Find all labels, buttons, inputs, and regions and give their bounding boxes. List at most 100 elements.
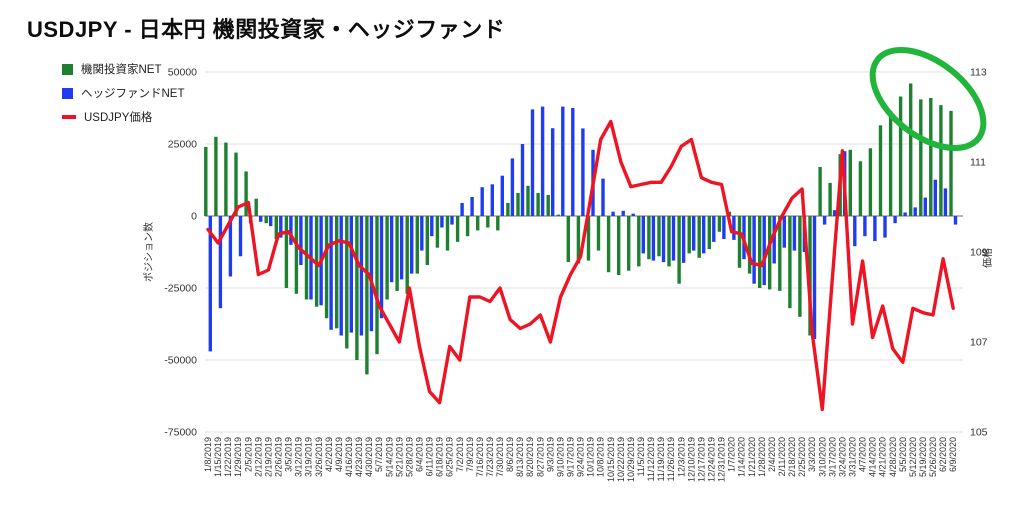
institutional-net-bars	[204, 83, 953, 375]
date-label: 7/23/2019	[485, 437, 495, 477]
date-label: 3/31/2020	[847, 437, 857, 477]
date-label: 6/4/2019	[414, 437, 424, 472]
date-label: 8/27/2019	[535, 437, 545, 477]
date-label: 9/17/2019	[566, 437, 576, 477]
legend-label: USDJPY価格	[84, 112, 153, 124]
legend-item-institutional: 機関投資家NET	[62, 62, 185, 76]
date-label: 11/26/2019	[666, 437, 676, 481]
date-label: 2/11/2020	[777, 437, 787, 476]
left-axis-title: ポジション数	[142, 222, 155, 282]
right-axis-tick: 107	[970, 337, 988, 349]
highlight-ellipse-annotation	[869, 46, 987, 152]
left-axis-tick: -50000	[164, 355, 197, 367]
date-label: 9/24/2019	[576, 437, 586, 477]
date-label: 8/13/2019	[515, 437, 525, 477]
left-axis-tick: 25000	[168, 139, 197, 151]
date-label: 4/16/2019	[344, 437, 354, 477]
date-label: 5/26/2020	[928, 437, 938, 477]
date-label: 12/31/2019	[717, 437, 727, 482]
date-label: 11/19/2019	[656, 437, 666, 481]
date-label: 6/9/2020	[948, 437, 958, 472]
legend-item-hedgefund: ヘッジファンドNET	[62, 86, 185, 100]
date-label: 1/28/2020	[757, 437, 767, 477]
date-label: 5/21/2019	[394, 437, 404, 477]
usdjpy-price-dash-icon	[62, 115, 76, 119]
date-label: 7/9/2019	[465, 437, 475, 472]
date-label: 3/24/2020	[837, 437, 847, 477]
date-label: 3/12/2019	[294, 437, 304, 477]
date-label: 2/4/2020	[767, 437, 777, 472]
right-axis-title: 価格	[981, 248, 994, 268]
date-label: 6/2/2020	[938, 437, 948, 472]
date-label: 2/26/2019	[273, 437, 283, 477]
right-axis-tick: 105	[970, 427, 988, 439]
date-label: 7/2/2019	[455, 437, 465, 472]
date-label: 10/29/2019	[626, 437, 636, 482]
date-label: 12/10/2019	[686, 437, 696, 482]
legend-item-price: USDJPY価格	[62, 110, 185, 124]
hedgefund-net-swatch-icon	[62, 87, 73, 99]
date-label: 5/14/2019	[384, 437, 394, 477]
legend-label: 機関投資家NET	[81, 64, 162, 76]
gridlines: 50000 25000 0 -25000 -50000 -75000 113 111 109 10…	[164, 67, 987, 439]
date-label: 10/22/2019	[616, 437, 626, 482]
date-label: 1/15/2019	[213, 437, 223, 477]
left-axis-tick: -25000	[164, 283, 197, 295]
institutional-net-swatch-icon	[62, 63, 73, 75]
date-label: 3/3/2020	[807, 437, 817, 472]
date-label: 4/9/2019	[334, 437, 344, 472]
date-label: 3/26/2019	[314, 437, 324, 477]
date-label: 12/24/2019	[707, 437, 717, 482]
date-label: 10/8/2019	[596, 437, 606, 477]
right-axis-tick: 109	[970, 247, 988, 259]
left-axis-tick: 0	[191, 211, 197, 223]
usdjpy-price-line	[206, 119, 955, 412]
date-label: 10/1/2019	[586, 437, 596, 477]
date-label: 1/8/2019	[203, 437, 213, 472]
date-label: 2/12/2019	[253, 437, 263, 477]
date-label: 6/11/2019	[425, 437, 435, 476]
date-label: 2/19/2019	[263, 437, 273, 477]
right-axis-tick: 111	[970, 157, 986, 169]
date-label: 3/19/2019	[304, 437, 314, 477]
date-label: 2/25/2020	[797, 437, 807, 477]
page-title: USDJPY - 日本円 機関投資家・ヘッジファンド	[27, 17, 506, 42]
date-label: 2/18/2020	[787, 437, 797, 477]
x-axis-date-labels: 1/8/2019 1/15/2019 1/22/2019 1/29/2019 2/5/2…	[203, 437, 958, 482]
legend: 機関投資家NET ヘッジファンドNET USDJPY価格	[62, 62, 185, 134]
date-label: 1/29/2019	[233, 437, 243, 477]
date-label: 6/18/2019	[435, 437, 445, 477]
date-label: 1/21/2020	[747, 437, 757, 477]
date-label: 3/17/2020	[827, 437, 837, 477]
date-label: 11/5/2019	[636, 437, 646, 476]
date-label: 3/10/2020	[817, 437, 827, 477]
date-label: 8/20/2019	[525, 437, 535, 477]
date-label: 2/5/2019	[243, 437, 253, 472]
date-label: 4/14/2020	[868, 437, 878, 477]
date-label: 5/12/2020	[908, 437, 918, 477]
date-label: 12/3/2019	[676, 437, 686, 477]
date-label: 4/2/2019	[324, 437, 334, 472]
date-label: 1/22/2019	[223, 437, 233, 477]
date-label: 4/23/2019	[354, 437, 364, 477]
date-label: 6/25/2019	[445, 437, 455, 477]
date-label: 7/16/2019	[475, 437, 485, 477]
date-label: 12/17/2019	[696, 437, 706, 482]
date-label: 7/30/2019	[495, 437, 505, 477]
date-label: 3/5/2019	[284, 437, 294, 472]
date-label: 9/10/2019	[555, 437, 565, 477]
hedgefund-net-bars	[208, 106, 958, 352]
date-label: 4/30/2019	[364, 437, 374, 477]
date-label: 8/6/2019	[505, 437, 515, 472]
date-label: 4/7/2020	[858, 437, 868, 472]
date-label: 9/3/2019	[545, 437, 555, 472]
date-label: 1/7/2020	[727, 437, 737, 472]
date-label: 10/15/2019	[606, 437, 616, 482]
legend-label: ヘッジファンドNET	[81, 88, 185, 100]
date-label: 5/7/2019	[374, 437, 384, 472]
date-label: 5/28/2019	[404, 437, 414, 477]
date-label: 11/12/2019	[646, 437, 656, 481]
date-label: 4/21/2020	[878, 437, 888, 477]
